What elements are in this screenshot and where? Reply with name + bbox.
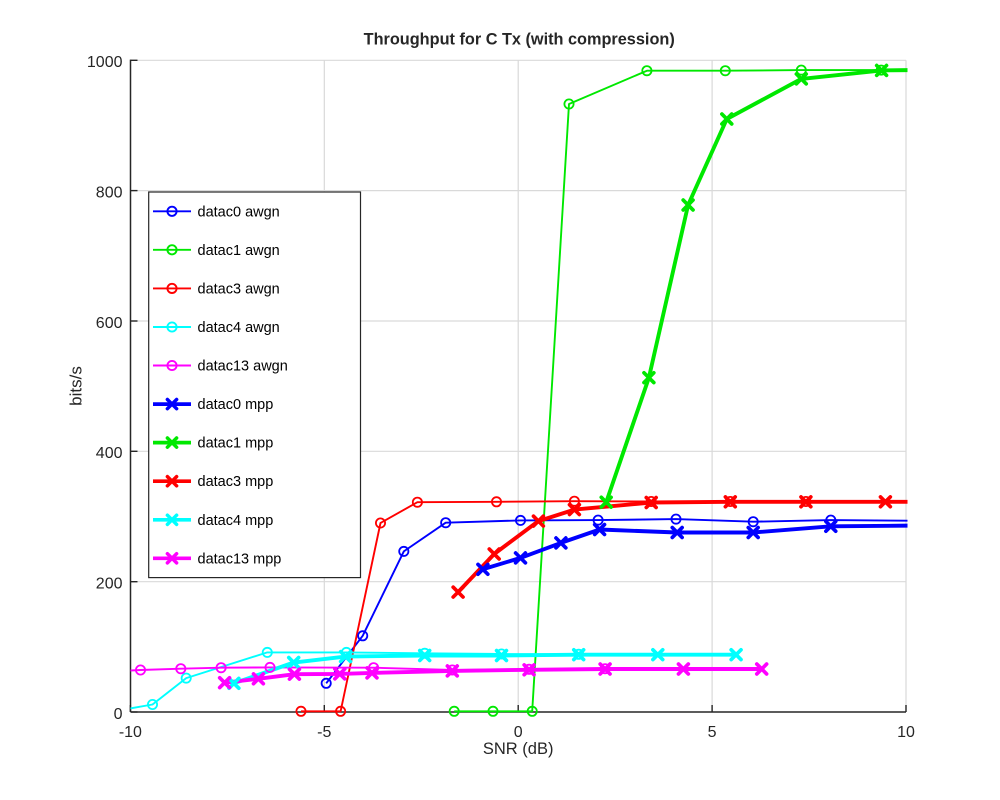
svg-text:datac3 mpp: datac3 mpp: [198, 474, 274, 490]
svg-text:datac13 mpp: datac13 mpp: [198, 551, 282, 567]
svg-text:400: 400: [96, 445, 123, 462]
svg-text:0: 0: [114, 706, 123, 723]
svg-text:1000: 1000: [87, 54, 123, 71]
svg-text:-10: -10: [119, 724, 142, 741]
svg-text:datac4 awgn: datac4 awgn: [198, 320, 280, 336]
svg-text:bits/s: bits/s: [67, 366, 86, 406]
svg-text:600: 600: [96, 315, 123, 332]
svg-text:Throughput for C Tx (with comp: Throughput for C Tx (with compression): [364, 31, 675, 49]
svg-text:0: 0: [514, 724, 523, 741]
svg-text:datac13 awgn: datac13 awgn: [198, 359, 288, 375]
svg-text:datac3 awgn: datac3 awgn: [198, 281, 280, 297]
svg-text:SNR (dB): SNR (dB): [483, 740, 554, 758]
svg-text:datac0 mpp: datac0 mpp: [198, 397, 274, 413]
svg-text:200: 200: [96, 576, 123, 593]
svg-text:datac4 mpp: datac4 mpp: [198, 513, 274, 529]
svg-text:10: 10: [897, 724, 915, 741]
svg-text:5: 5: [708, 724, 717, 741]
svg-text:800: 800: [96, 184, 123, 201]
svg-text:-5: -5: [317, 724, 331, 741]
svg-text:datac1 mpp: datac1 mpp: [198, 436, 274, 452]
svg-text:datac0 awgn: datac0 awgn: [198, 204, 280, 220]
svg-text:datac1 awgn: datac1 awgn: [198, 243, 280, 259]
